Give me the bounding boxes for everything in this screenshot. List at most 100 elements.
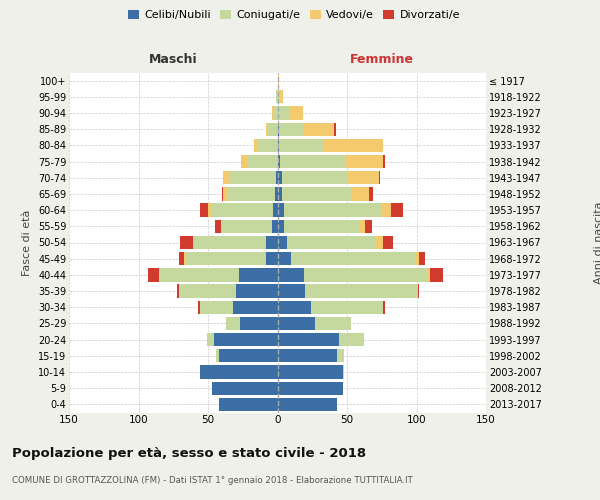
Bar	[275, 188, 277, 200]
Bar	[184, 252, 186, 266]
Bar	[280, 155, 346, 168]
Bar	[277, 138, 279, 152]
Bar	[279, 138, 323, 152]
Text: COMUNE DI GROTTAZZOLINA (FM) - Dati ISTAT 1° gennaio 2018 - Elaborazione TUTTITA: COMUNE DI GROTTAZZOLINA (FM) - Dati ISTA…	[12, 476, 413, 485]
Bar	[382, 204, 391, 217]
Bar	[277, 284, 305, 298]
Bar	[304, 268, 428, 281]
Bar	[280, 90, 283, 104]
Bar	[266, 252, 277, 266]
Bar	[419, 252, 425, 266]
Bar	[200, 204, 208, 217]
Bar	[311, 300, 383, 314]
Bar	[281, 171, 349, 184]
Bar	[180, 284, 236, 298]
Bar	[200, 300, 233, 314]
Bar	[179, 284, 180, 298]
Bar	[383, 300, 385, 314]
Bar	[222, 188, 223, 200]
Bar	[376, 236, 383, 249]
Bar	[239, 268, 277, 281]
Bar	[277, 382, 343, 395]
Bar	[369, 188, 373, 200]
Bar	[208, 204, 211, 217]
Bar	[212, 382, 277, 395]
Bar	[160, 268, 239, 281]
Bar	[240, 317, 277, 330]
Bar	[277, 74, 279, 87]
Bar	[277, 317, 315, 330]
Bar	[223, 188, 227, 200]
Bar	[268, 122, 277, 136]
Bar	[272, 106, 274, 120]
Legend: Celibi/Nubili, Coniugati/e, Vedovi/e, Divorzati/e: Celibi/Nubili, Coniugati/e, Vedovi/e, Di…	[124, 6, 464, 25]
Bar	[287, 236, 376, 249]
Bar	[418, 284, 419, 298]
Bar	[266, 236, 277, 249]
Bar	[222, 220, 272, 233]
Bar	[289, 106, 302, 120]
Bar	[334, 122, 336, 136]
Bar	[186, 252, 266, 266]
Bar	[351, 188, 369, 200]
Y-axis label: Anni di nascita: Anni di nascita	[595, 201, 600, 283]
Bar	[230, 171, 276, 184]
Bar	[215, 220, 221, 233]
Bar	[247, 155, 277, 168]
Bar	[193, 236, 194, 249]
Bar	[233, 300, 277, 314]
Bar	[292, 252, 415, 266]
Bar	[346, 155, 383, 168]
Bar	[276, 90, 277, 104]
Bar	[284, 204, 382, 217]
Bar	[277, 106, 289, 120]
Bar	[277, 220, 284, 233]
Bar	[219, 398, 277, 411]
Bar	[277, 155, 280, 168]
Bar	[277, 300, 311, 314]
Bar	[279, 122, 304, 136]
Bar	[206, 333, 214, 346]
Bar	[349, 171, 379, 184]
Bar	[277, 122, 279, 136]
Bar	[227, 188, 275, 200]
Bar	[254, 138, 258, 152]
Bar	[281, 188, 351, 200]
Bar	[198, 300, 200, 314]
Bar	[415, 252, 419, 266]
Bar	[391, 204, 403, 217]
Bar	[284, 220, 359, 233]
Bar	[305, 284, 416, 298]
Bar	[277, 204, 284, 217]
Bar	[277, 349, 337, 362]
Bar	[241, 155, 247, 168]
Bar	[277, 252, 292, 266]
Bar	[178, 284, 179, 298]
Bar	[221, 220, 222, 233]
Bar	[200, 366, 277, 378]
Bar	[214, 333, 277, 346]
Bar	[277, 366, 343, 378]
Bar	[148, 268, 160, 281]
Bar	[383, 236, 393, 249]
Bar	[194, 236, 266, 249]
Bar	[277, 398, 337, 411]
Y-axis label: Fasce di età: Fasce di età	[22, 210, 32, 276]
Bar	[180, 236, 193, 249]
Bar	[236, 284, 277, 298]
Bar	[277, 333, 338, 346]
Bar	[277, 188, 281, 200]
Bar	[416, 284, 418, 298]
Bar	[383, 155, 385, 168]
Bar	[277, 268, 304, 281]
Bar	[211, 204, 274, 217]
Bar	[379, 171, 380, 184]
Text: Maschi: Maschi	[149, 53, 197, 66]
Text: Femmine: Femmine	[350, 53, 414, 66]
Bar	[274, 204, 277, 217]
Bar	[277, 171, 281, 184]
Bar	[428, 268, 430, 281]
Bar	[365, 220, 372, 233]
Bar	[276, 171, 277, 184]
Bar	[272, 220, 277, 233]
